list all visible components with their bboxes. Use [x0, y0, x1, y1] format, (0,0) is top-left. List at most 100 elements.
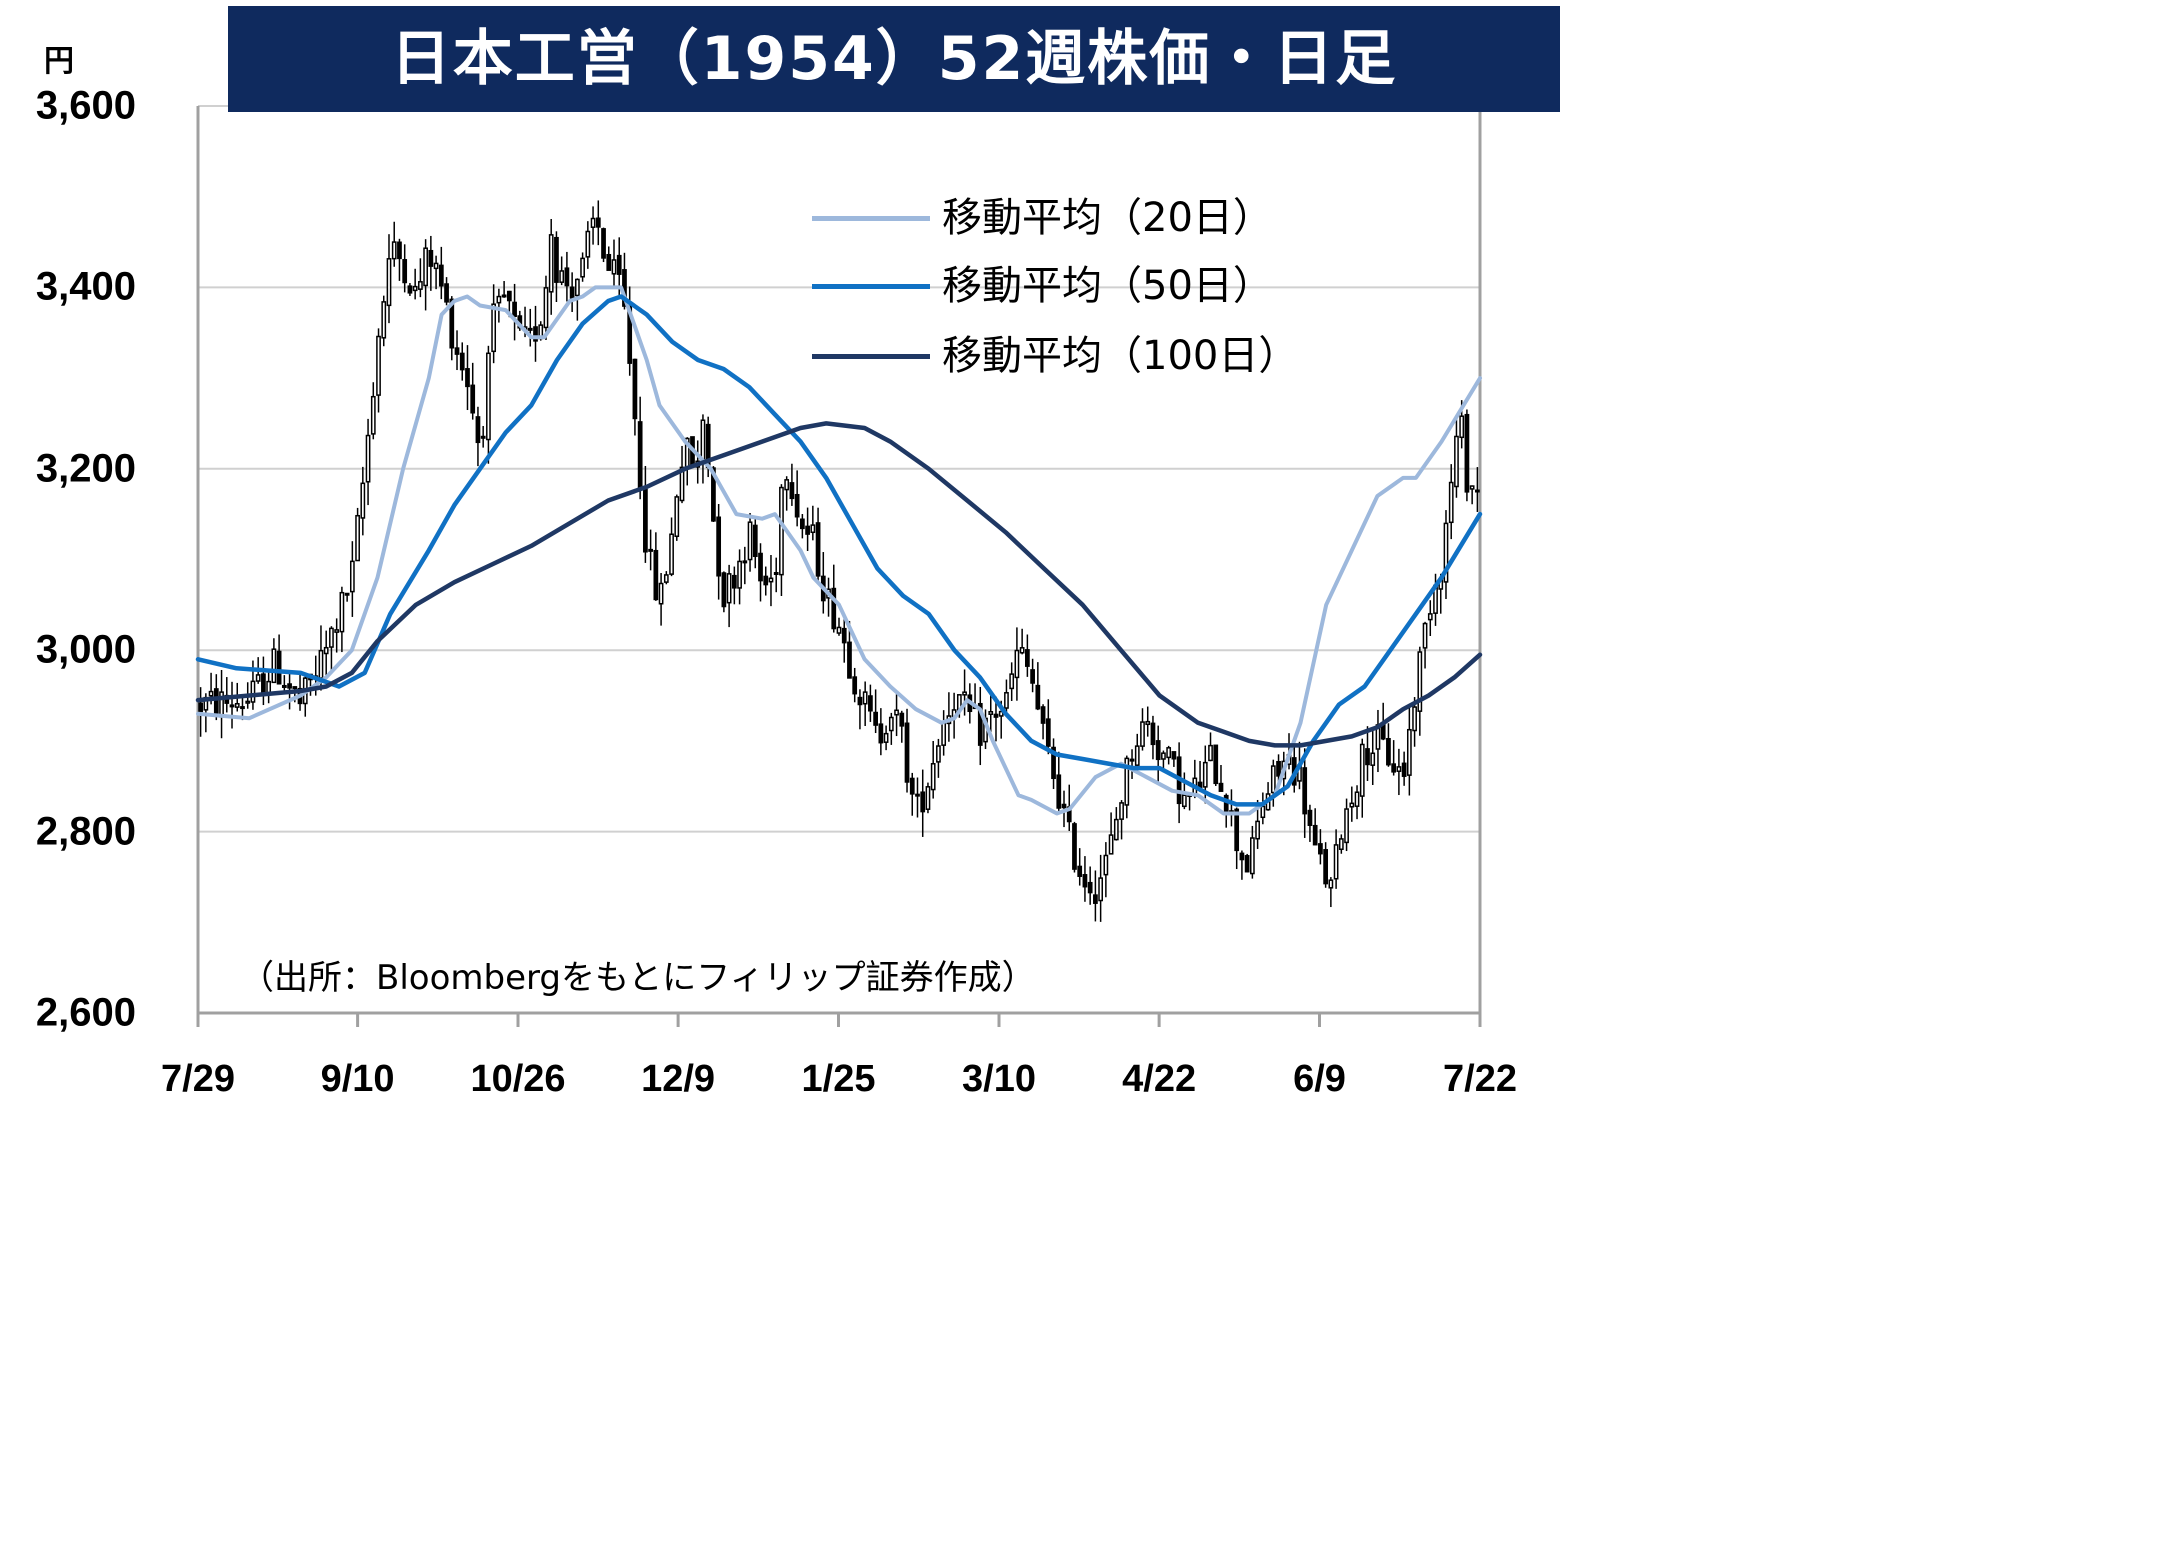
candle-body [554, 236, 559, 283]
candle-body [465, 368, 470, 388]
candle-body [480, 435, 486, 439]
candle-body [454, 347, 460, 355]
candle-body [459, 352, 465, 371]
candle-body [1391, 763, 1397, 773]
candle-body [287, 683, 292, 689]
candle-body [1244, 855, 1250, 873]
candle-body [1469, 485, 1475, 490]
candle-body [1140, 721, 1145, 747]
legend-label-ma20: 移動平均（20日） [942, 195, 1273, 241]
candle-body [1323, 849, 1329, 885]
y-tick-label: 3,400 [35, 264, 136, 309]
candle-body [1119, 802, 1124, 820]
candle-body [643, 488, 648, 553]
candle-body [1255, 820, 1260, 840]
candle-body [894, 709, 899, 716]
candle-body [213, 688, 219, 715]
candle-body [716, 516, 722, 577]
candle-body [936, 745, 941, 763]
candle-body [569, 286, 575, 299]
candle-body [386, 258, 392, 307]
candle-body [433, 262, 439, 270]
candle-body [752, 524, 758, 558]
candle-body [1082, 874, 1088, 888]
ma-line-ma100 [195, 421, 1483, 748]
candle-body [998, 710, 1004, 717]
candle-body [1338, 838, 1344, 850]
candle-body [407, 285, 413, 294]
candlesticks [198, 200, 1480, 922]
candle-body [1181, 794, 1187, 808]
candle-body [883, 732, 889, 743]
candle-body [711, 467, 716, 522]
candle-body [475, 416, 481, 444]
candle-body [1161, 752, 1166, 760]
candle-body [1475, 489, 1480, 493]
candle-body [721, 572, 727, 608]
candle-body [334, 629, 340, 633]
candle-body [747, 521, 753, 561]
candle-body [423, 247, 428, 287]
candle-body [590, 217, 596, 228]
candle-body [805, 525, 810, 535]
candle-body [1072, 823, 1077, 870]
y-tick-label: 2,600 [35, 990, 136, 1035]
candle-body [496, 295, 502, 304]
candle-body [841, 627, 847, 644]
candle-body [648, 548, 653, 552]
candle-body [559, 270, 565, 283]
candle-body [1464, 413, 1470, 493]
candle-body [208, 690, 214, 697]
candle-body [580, 257, 585, 278]
candle-body [674, 496, 680, 538]
candle-body [731, 574, 737, 589]
candle-body [292, 686, 298, 690]
candle-body [266, 680, 272, 694]
candle-body [1270, 765, 1276, 794]
chart-title: 日本工営（1954）52週株価・日足 [390, 24, 1398, 94]
candle-body [1250, 837, 1255, 875]
candle-body [904, 722, 910, 783]
candle-body [737, 560, 742, 589]
candle-body [1129, 758, 1135, 762]
candle-body [1202, 761, 1208, 788]
candle-body [1349, 802, 1355, 808]
candle-body [831, 587, 837, 630]
candle-body [637, 421, 643, 490]
candle-body [501, 294, 507, 298]
candle-body [428, 249, 434, 267]
candle-body [1150, 722, 1156, 746]
y-tick-label: 3,600 [35, 83, 136, 128]
candle-body [261, 673, 266, 696]
x-tick-label: 7/22 [1443, 1058, 1517, 1100]
grid-lines [198, 105, 1480, 833]
candle-body [862, 691, 868, 705]
candle-body [857, 696, 863, 706]
candle-body [548, 234, 554, 293]
candle-body [915, 793, 920, 797]
x-tick-label: 3/10 [962, 1058, 1036, 1100]
candle-body [1004, 692, 1009, 709]
candle-body [1386, 738, 1391, 766]
candle-body [658, 582, 664, 605]
y-tick-label: 2,800 [35, 809, 136, 854]
candle-body [533, 326, 538, 342]
candle-body [930, 763, 936, 791]
candle-body [1454, 435, 1459, 488]
axes [196, 106, 1482, 1027]
candle-body [1051, 746, 1056, 780]
candle-body [962, 691, 967, 696]
candle-body [988, 710, 994, 715]
candle-body [1014, 649, 1020, 679]
candle-body [1040, 706, 1046, 724]
candle-body [543, 287, 549, 329]
candle-body [1422, 622, 1428, 649]
candle-body [1448, 481, 1454, 524]
candle-body [1213, 744, 1219, 785]
candle-body [779, 486, 784, 576]
candle-body [868, 695, 873, 712]
candle-body [276, 650, 282, 685]
candle-body [810, 524, 816, 534]
candle-body [794, 493, 800, 518]
candle-body [1208, 744, 1213, 762]
